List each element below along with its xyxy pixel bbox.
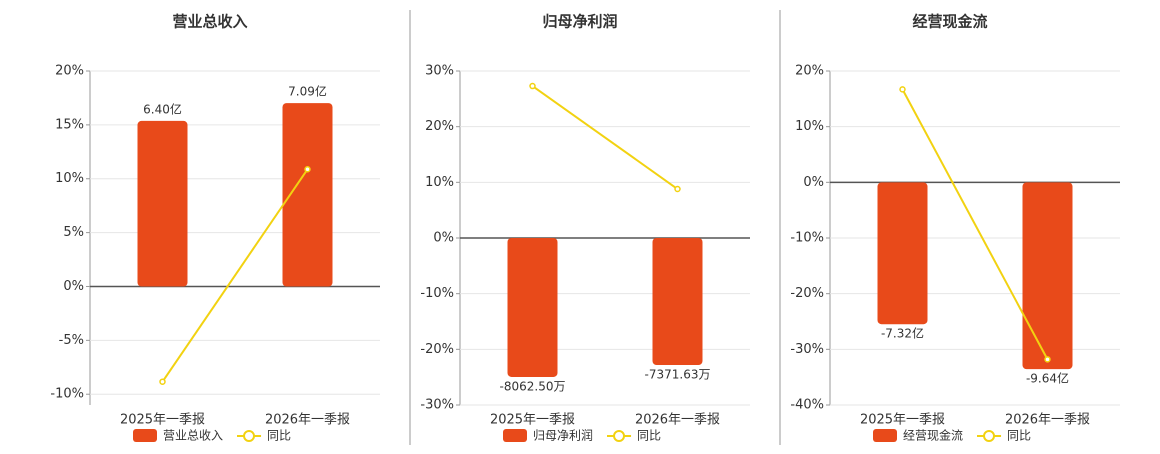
- line: [531, 85, 679, 190]
- y-tick-label: -5%: [59, 333, 84, 348]
- y-tick-label: 30%: [425, 64, 454, 79]
- y-tick-label: -30%: [790, 342, 824, 357]
- legend-swatch: [503, 429, 527, 442]
- value-label: 6.40亿: [143, 101, 182, 116]
- x-tick-label: 2026年一季报: [1005, 413, 1090, 428]
- bar: [1022, 182, 1073, 370]
- bar: [877, 182, 928, 325]
- line-point: [674, 185, 681, 193]
- y-tick-label: 10%: [795, 119, 824, 134]
- legend-label: 营业总收入: [163, 429, 223, 443]
- y-tick-label: 0%: [433, 231, 454, 246]
- x-tick-label: 2025年一季报: [490, 413, 575, 428]
- legend-swatch: [873, 429, 897, 442]
- y-tick-label: -10%: [790, 231, 824, 246]
- y-tick-label: -10%: [420, 286, 454, 301]
- y-tick-label: 20%: [795, 64, 824, 79]
- value-label: -7371.63万: [645, 368, 711, 382]
- y-tick-label: -10%: [50, 387, 84, 402]
- line: [901, 88, 1049, 360]
- value-label: -7.32亿: [881, 326, 924, 341]
- x-tick-label: 2025年一季报: [120, 413, 205, 428]
- line-point: [1044, 356, 1051, 363]
- chart-title: 营业总收入: [172, 13, 247, 31]
- y-tick-label: -40%: [790, 398, 824, 413]
- legend-swatch: [133, 429, 157, 442]
- y-tick-label: 5%: [63, 225, 84, 240]
- chart-title: 归母净利润: [542, 13, 617, 31]
- line-point: [899, 86, 906, 93]
- line-point: [304, 166, 311, 173]
- line-point: [529, 82, 536, 90]
- legend-swatch: [243, 430, 256, 442]
- legend-label: 同比: [637, 429, 661, 443]
- line-point: [159, 378, 166, 385]
- value-label: 7.09亿: [288, 84, 327, 99]
- y-tick-label: 15%: [55, 117, 84, 132]
- chart-title: 经营现金流: [912, 13, 987, 31]
- y-tick-label: 10%: [425, 175, 454, 190]
- legend-label: 归母净利润: [533, 429, 593, 443]
- y-tick-label: 20%: [55, 64, 84, 79]
- y-tick-label: 0%: [63, 279, 84, 294]
- legend-swatch: [983, 430, 996, 442]
- bar: [137, 120, 188, 287]
- y-tick-label: 20%: [425, 119, 454, 134]
- x-tick-label: 2025年一季报: [860, 413, 945, 428]
- value-label: -9.64亿: [1026, 371, 1069, 386]
- y-tick-label: -20%: [420, 342, 454, 357]
- value-label: -8062.50万: [500, 379, 566, 393]
- legend-swatch: [613, 430, 626, 442]
- x-tick-label: 2026年一季报: [635, 413, 720, 428]
- legend-label: 同比: [267, 429, 291, 443]
- bar: [507, 238, 558, 377]
- legend-label: 经营现金流: [903, 428, 963, 443]
- line: [161, 168, 309, 383]
- y-tick-label: 0%: [803, 175, 824, 190]
- legend-label: 同比: [1007, 429, 1031, 443]
- bar: [282, 103, 333, 287]
- y-tick-label: -30%: [420, 398, 454, 413]
- x-tick-label: 2026年一季报: [265, 413, 350, 428]
- y-tick-label: 10%: [55, 171, 84, 186]
- y-tick-label: -20%: [790, 286, 824, 301]
- bar: [652, 238, 703, 366]
